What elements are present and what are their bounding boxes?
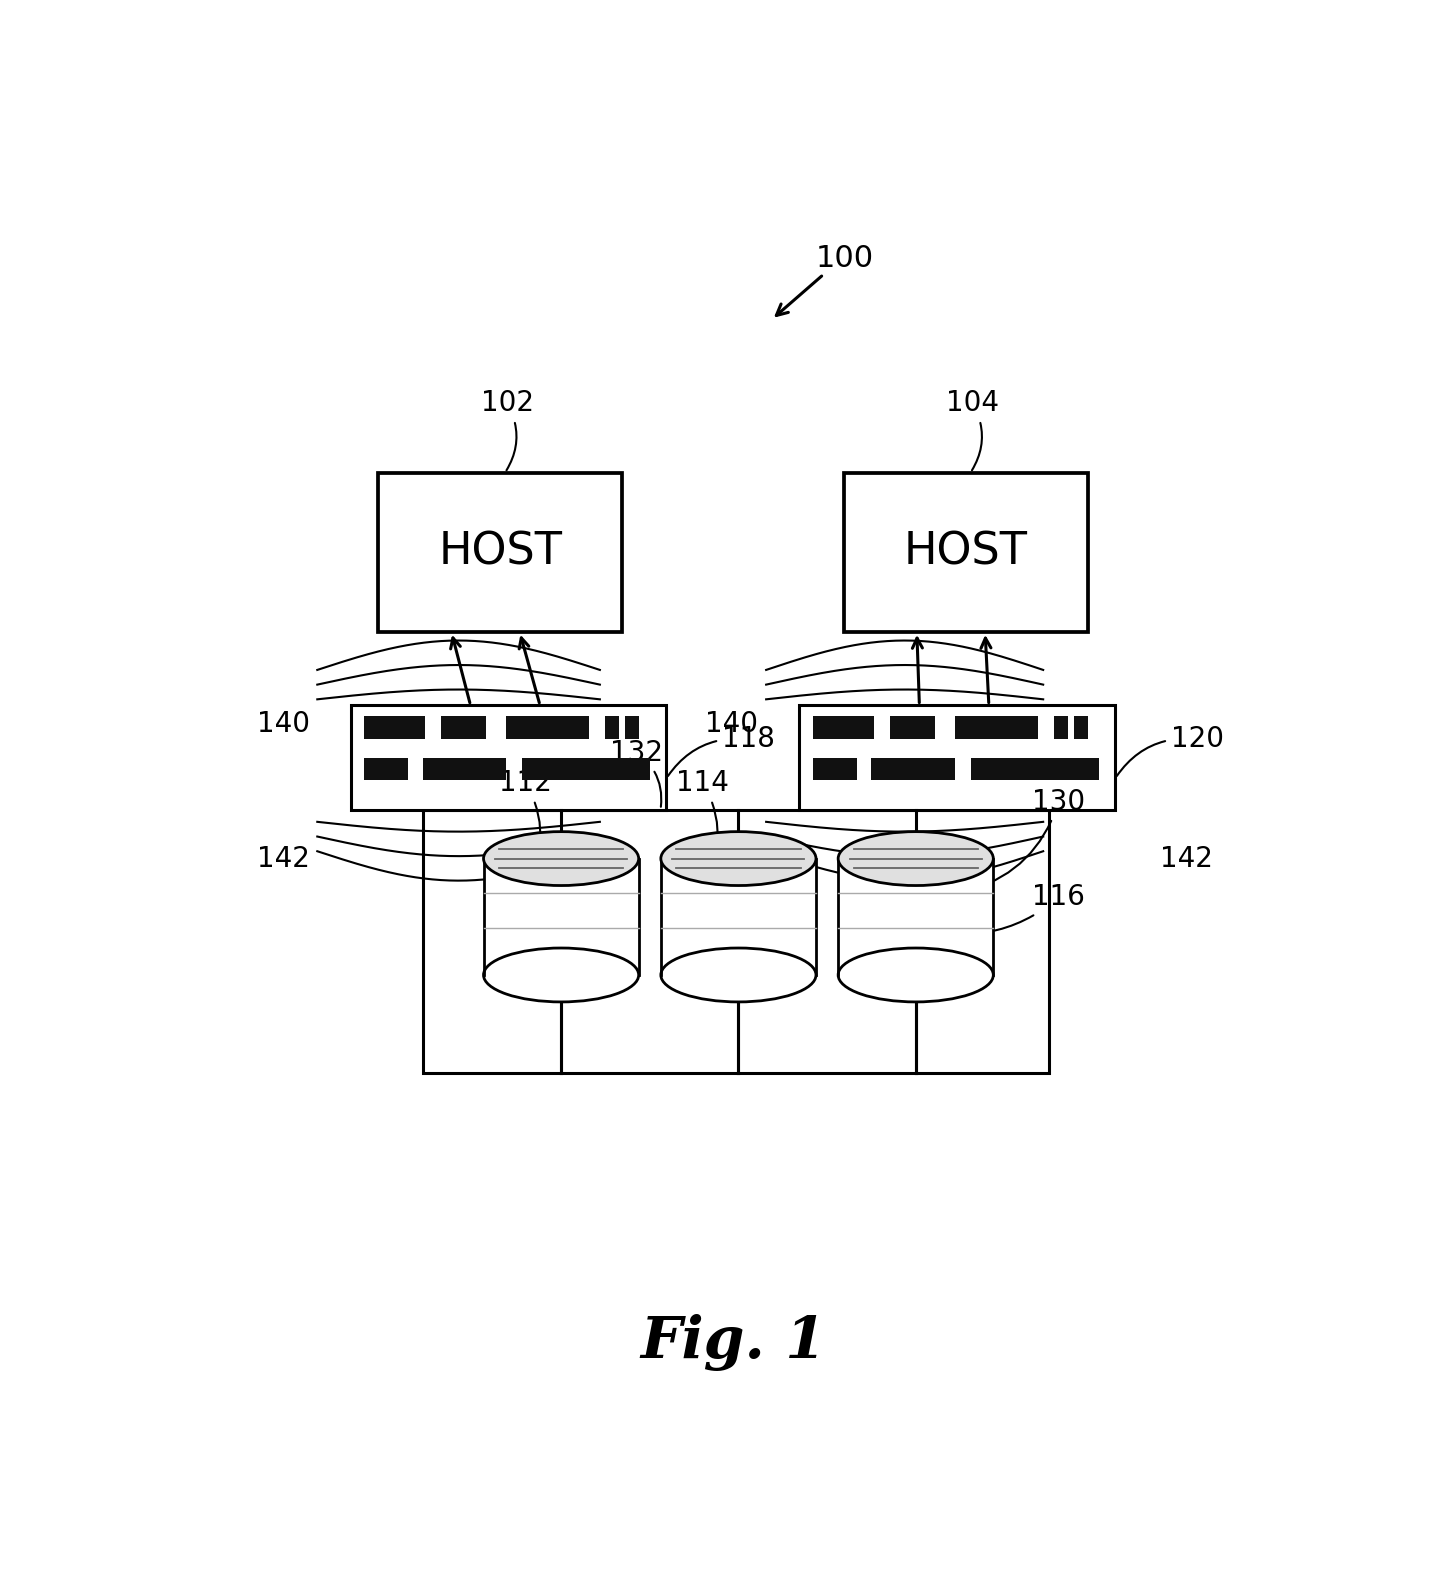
Ellipse shape	[483, 832, 639, 886]
Bar	[955, 716, 1038, 738]
Ellipse shape	[838, 948, 994, 1002]
Text: Fig. 1: Fig. 1	[641, 1314, 825, 1371]
Bar	[605, 716, 619, 738]
Bar	[350, 705, 666, 810]
Bar	[1074, 757, 1087, 781]
Bar	[625, 716, 639, 738]
Text: HOST: HOST	[904, 531, 1028, 574]
Text: 118: 118	[668, 725, 775, 776]
Bar	[812, 716, 874, 738]
Text: 132: 132	[611, 738, 664, 807]
Bar	[506, 716, 589, 738]
Text: 142: 142	[256, 845, 309, 872]
Text: 130: 130	[957, 788, 1085, 893]
Bar	[605, 757, 619, 781]
Bar	[625, 757, 639, 781]
Text: 100: 100	[817, 243, 874, 272]
Bar	[483, 859, 639, 975]
Text: 102: 102	[480, 390, 533, 471]
Text: 120: 120	[1117, 725, 1224, 776]
Text: 112: 112	[499, 768, 552, 856]
Bar	[971, 757, 1098, 781]
Text: 116: 116	[957, 883, 1085, 934]
Ellipse shape	[483, 948, 639, 1002]
Bar	[838, 859, 994, 975]
Bar	[423, 757, 506, 781]
Text: 104: 104	[947, 390, 1000, 471]
Text: 114: 114	[676, 768, 729, 856]
Bar	[891, 716, 935, 738]
Bar	[661, 859, 817, 975]
Ellipse shape	[838, 832, 994, 886]
Bar	[871, 757, 955, 781]
Bar	[799, 705, 1115, 810]
Bar	[812, 757, 857, 781]
Bar	[363, 757, 408, 781]
Bar	[378, 473, 622, 632]
Text: 142: 142	[1160, 845, 1213, 872]
Bar	[363, 716, 425, 738]
Bar	[1054, 757, 1068, 781]
Ellipse shape	[661, 948, 817, 1002]
Bar	[442, 716, 486, 738]
Bar	[522, 757, 649, 781]
Text: 140: 140	[705, 710, 758, 738]
Bar	[1054, 716, 1068, 738]
Text: HOST: HOST	[438, 531, 562, 574]
Bar	[423, 810, 1048, 1072]
Ellipse shape	[661, 832, 817, 886]
Bar	[1074, 716, 1087, 738]
Text: 140: 140	[256, 710, 309, 738]
Bar	[844, 473, 1087, 632]
